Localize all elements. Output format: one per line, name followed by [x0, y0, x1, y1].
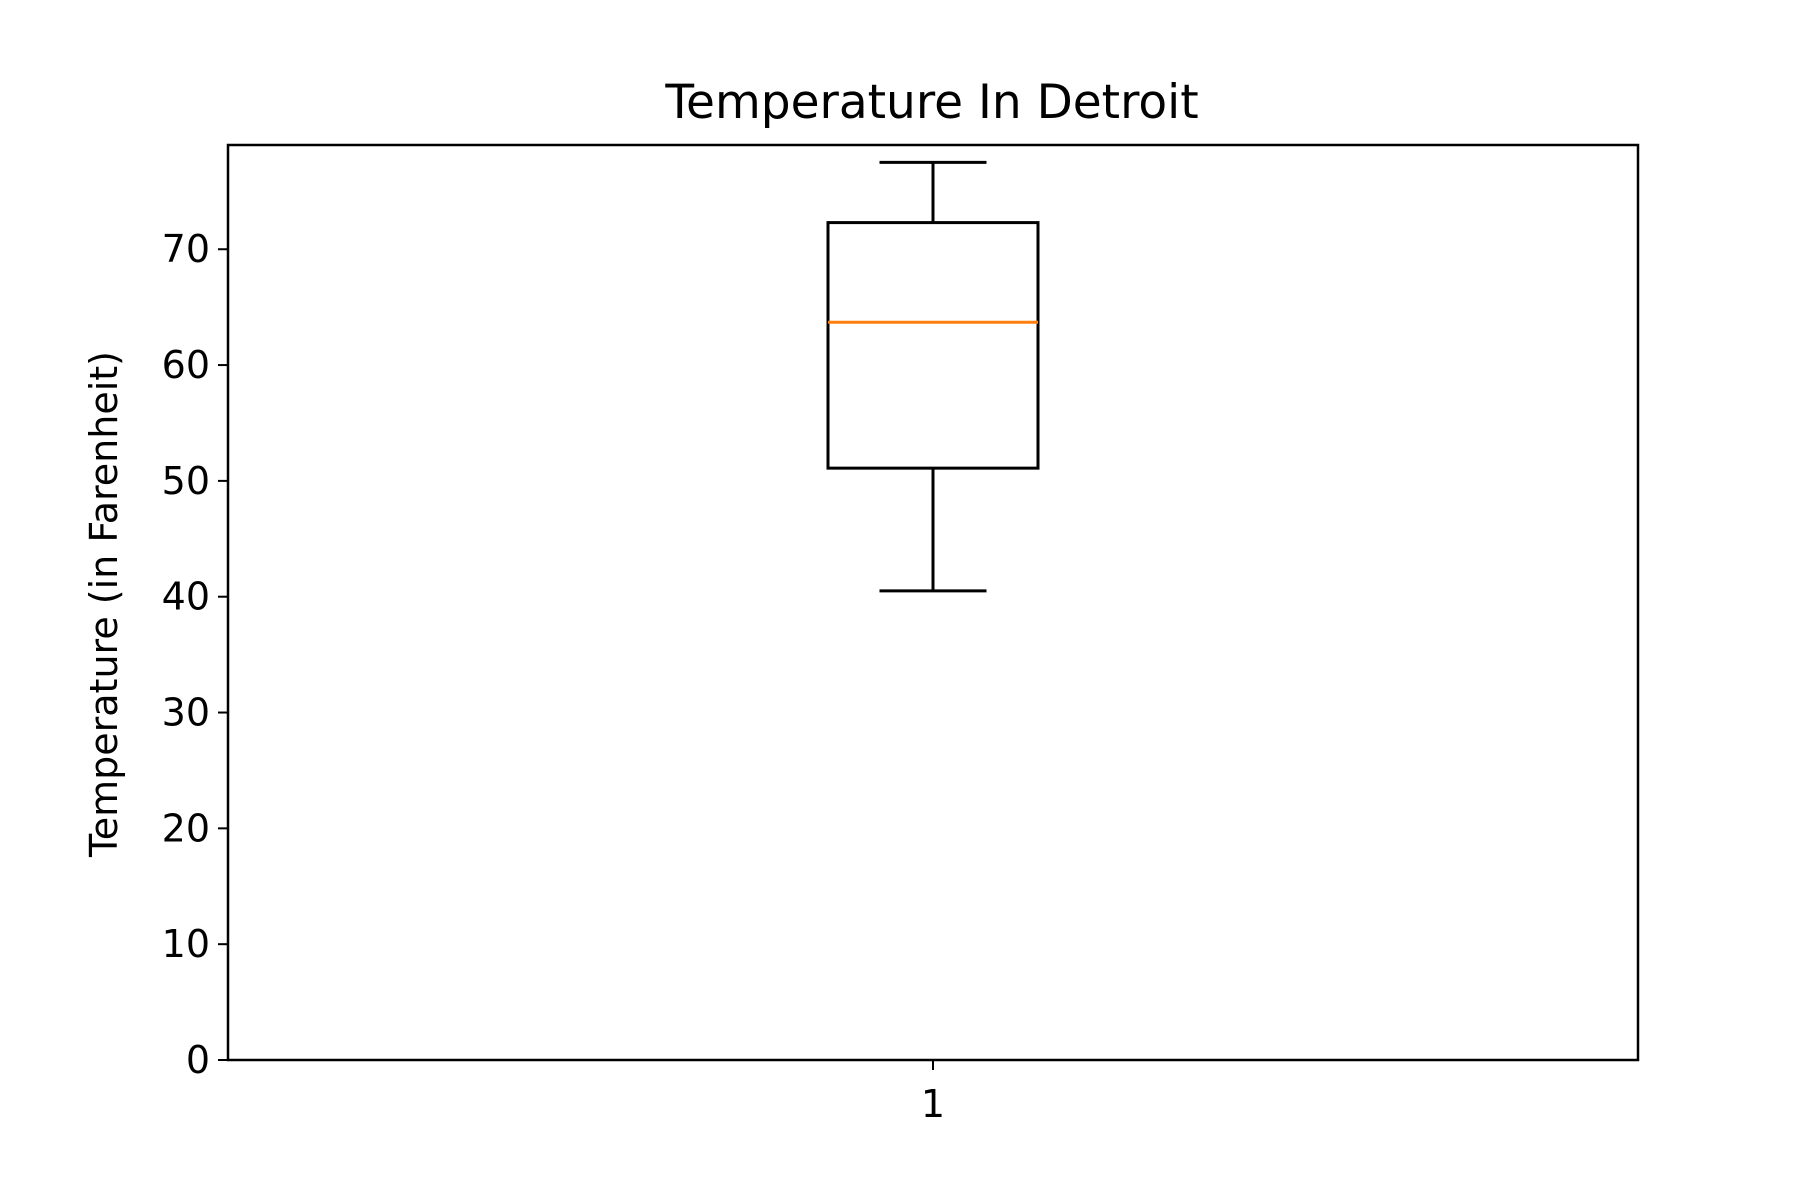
y-tick-label: 20 — [162, 806, 210, 850]
plot-area — [826, 160, 1040, 593]
y-tick-label: 40 — [162, 575, 210, 619]
y-tick-label: 50 — [162, 459, 210, 503]
box-iqr — [826, 221, 1040, 470]
y-tick-label: 30 — [162, 691, 210, 735]
y-axis-label: Temperature (in Farenheit) — [82, 351, 126, 858]
chart-title: Temperature In Detroit — [664, 75, 1198, 130]
x-tick-label: 1 — [921, 1082, 945, 1126]
plot-frame — [226, 143, 1640, 1062]
y-tick-label: 70 — [162, 227, 210, 271]
y-tick-label: 0 — [186, 1038, 210, 1082]
y-tick-label: 60 — [162, 343, 210, 387]
y-tick-label: 10 — [162, 922, 210, 966]
